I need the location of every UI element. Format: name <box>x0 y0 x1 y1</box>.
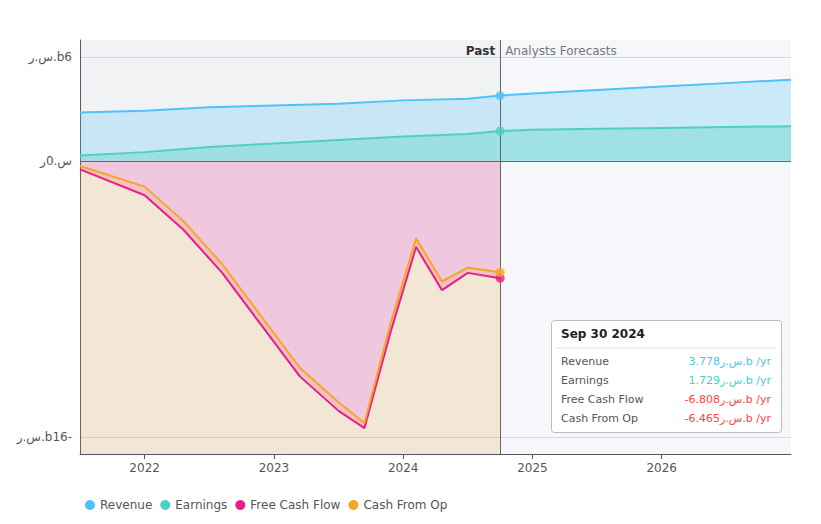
svg-text:Earnings: Earnings <box>561 374 609 387</box>
svg-text:2022: 2022 <box>129 461 160 475</box>
svg-text:2023: 2023 <box>259 461 290 475</box>
svg-text:Cash From Op: Cash From Op <box>561 412 638 425</box>
svg-text:س.ر.b6: س.ر.b6 <box>28 50 72 65</box>
svg-text:Revenue: Revenue <box>100 498 152 512</box>
svg-text:Earnings: Earnings <box>175 498 227 512</box>
svg-text:-6.465س.ر.b /yr: -6.465س.ر.b /yr <box>685 412 772 425</box>
svg-text:Free Cash Flow: Free Cash Flow <box>250 498 340 512</box>
svg-text:2024: 2024 <box>388 461 419 475</box>
svg-text:Revenue: Revenue <box>561 355 609 368</box>
svg-text:-6.808س.ر.b /yr: -6.808س.ر.b /yr <box>685 393 772 406</box>
svg-text:Past: Past <box>466 44 496 58</box>
svg-text:س.0ر: س.0ر <box>39 154 72 169</box>
svg-text:Cash From Op: Cash From Op <box>363 498 447 512</box>
svg-text:3.778س.ر.b /yr: 3.778س.ر.b /yr <box>689 355 772 368</box>
svg-text:2026: 2026 <box>646 461 677 475</box>
svg-text:Sep 30 2024: Sep 30 2024 <box>561 327 645 341</box>
svg-text:2025: 2025 <box>517 461 548 475</box>
svg-text:1.729س.ر.b /yr: 1.729س.ر.b /yr <box>689 374 772 387</box>
svg-text:Analysts Forecasts: Analysts Forecasts <box>505 44 617 58</box>
svg-text:Free Cash Flow: Free Cash Flow <box>561 393 644 406</box>
svg-text:س.ر.b16-: س.ر.b16- <box>16 430 72 445</box>
